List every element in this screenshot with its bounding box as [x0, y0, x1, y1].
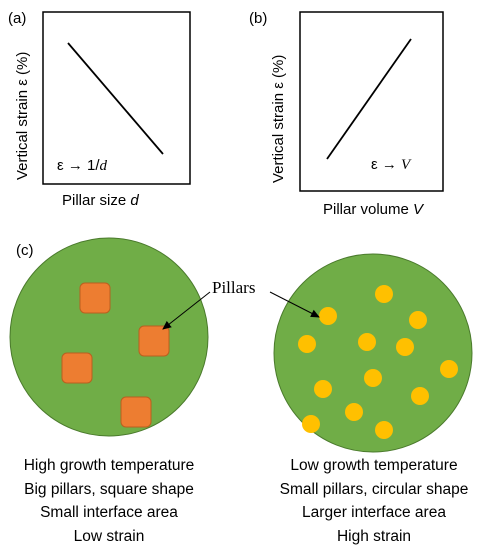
pillars-arrow-left — [162, 291, 211, 330]
left-matrix-disk — [9, 237, 209, 437]
panel-a-x-axis-var: d — [130, 192, 139, 209]
panel-a-relation-text: ε → 1/ — [57, 157, 100, 174]
square-pillar — [120, 396, 152, 428]
panel-b-x-axis-var: V — [413, 201, 424, 218]
square-pillar — [61, 352, 93, 384]
circular-pillar — [298, 335, 316, 353]
circular-pillar — [364, 369, 382, 387]
panel-a-y-axis-label: Vertical strain ε (%) — [14, 51, 31, 180]
right-caption-line: High strain — [336, 527, 412, 545]
right-caption-line: Larger interface area — [302, 504, 446, 521]
panel-a-label: (a) — [8, 10, 27, 27]
panel-b-relation-text: ε → — [371, 156, 402, 173]
circular-pillar — [375, 421, 393, 439]
left-caption-line: Small interface area — [40, 504, 178, 521]
right-caption-line: Low growth temperature — [290, 457, 458, 474]
panel-b-relation-var: V — [401, 157, 411, 173]
panel-b-x-axis-text: Pillar volume — [323, 201, 414, 218]
panel-b-relation: ε → V — [371, 156, 410, 174]
circular-pillar — [358, 333, 376, 351]
circular-pillar — [375, 285, 393, 303]
left-caption-line: Big pillars, square shape — [24, 480, 194, 498]
circular-pillar — [302, 415, 320, 433]
left-caption-line: Low strain — [73, 527, 145, 545]
square-pillar — [138, 325, 170, 357]
pillars-arrow-right — [269, 291, 320, 318]
panel-b-label: (b) — [249, 10, 268, 27]
right-caption: Low growth temperature Small pillars, ci… — [264, 454, 484, 548]
panel-a-relation: ε → 1/d — [57, 157, 107, 175]
panel-a-trend-line — [67, 42, 164, 155]
circular-pillar — [440, 360, 458, 378]
panel-a-frame — [42, 11, 191, 185]
panel-b-x-axis-label: Pillar volume V — [323, 201, 423, 218]
circular-pillar — [319, 307, 337, 325]
circular-pillar — [314, 380, 332, 398]
pillars-label: Pillars — [212, 278, 256, 297]
panel-a-relation-var: d — [99, 158, 108, 174]
panel-c-label: (c) — [16, 242, 34, 259]
circular-pillar — [411, 387, 429, 405]
circular-pillar — [409, 311, 427, 329]
panel-b-trend-line — [326, 38, 412, 160]
panel-b-frame — [299, 11, 444, 192]
square-pillar — [79, 282, 111, 314]
circular-pillar — [396, 338, 414, 356]
panel-b-y-axis-label: Vertical strain ε (%) — [270, 54, 287, 183]
panel-a-x-axis-label: Pillar size d — [62, 192, 139, 209]
left-caption-line: High growth temperature — [23, 457, 195, 474]
panel-a-x-axis-text: Pillar size — [62, 192, 131, 209]
circular-pillar — [345, 403, 363, 421]
left-caption: High growth temperature Big pillars, squ… — [0, 454, 219, 548]
right-caption-line: Small pillars, circular shape — [279, 480, 469, 498]
